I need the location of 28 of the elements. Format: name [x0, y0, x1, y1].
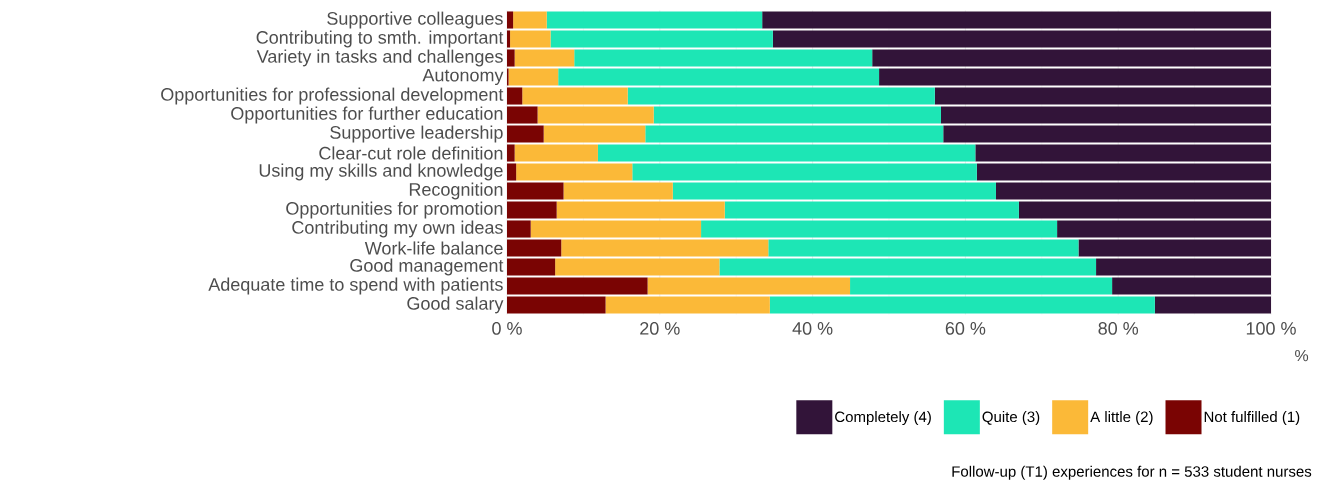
y-tick-label: Work-life balance: [364, 241, 503, 255]
y-tick-label: Autonomy: [422, 68, 504, 86]
x-tick-label: 40 %: [792, 322, 833, 335]
y-tick-label: Good management: [350, 258, 504, 276]
y-tick-label: Using my skills and knowledge: [259, 163, 503, 181]
x-tick-label: 100 %: [1246, 322, 1296, 335]
y-tick-label: Opportunities for professional development: [161, 87, 504, 105]
y-tick-label: Supportive colleagues: [327, 11, 503, 29]
x-tick-label: 80 %: [1098, 322, 1139, 335]
y-tick-label: Good salary: [407, 296, 504, 314]
y-tick-label: Clear-cut role definition: [319, 146, 503, 160]
x-tick-label: 20 %: [640, 322, 680, 335]
text: Follow-up (T1) experiences for n = 533 student nurses: [952, 465, 1312, 480]
x-tick-label: 0 %: [492, 322, 522, 335]
y-tick-label: Adequate time to spend with patients: [208, 277, 503, 295]
y-tick-label: Opportunities for promotion: [286, 201, 503, 219]
legend-label: A little (2): [1090, 411, 1153, 426]
x-tick-label: 60 %: [945, 322, 986, 335]
legend-label: Not fulfilled (1): [1204, 411, 1300, 426]
x-axis-title: %: [1295, 349, 1309, 362]
y-tick-label: Supportive leadership: [330, 125, 503, 143]
y-tick-label: Opportunities for further education: [231, 106, 503, 124]
legend-label: Quite (3): [982, 411, 1040, 426]
y-tick-label: Recognition: [409, 182, 503, 200]
y-tick-label: Contributing to smth. important: [256, 30, 504, 48]
y-tick-label: Variety in tasks and challenges: [256, 49, 503, 67]
legend-label: Completely (4): [835, 411, 931, 426]
y-tick-label: Contributing my own ideas: [292, 220, 503, 238]
